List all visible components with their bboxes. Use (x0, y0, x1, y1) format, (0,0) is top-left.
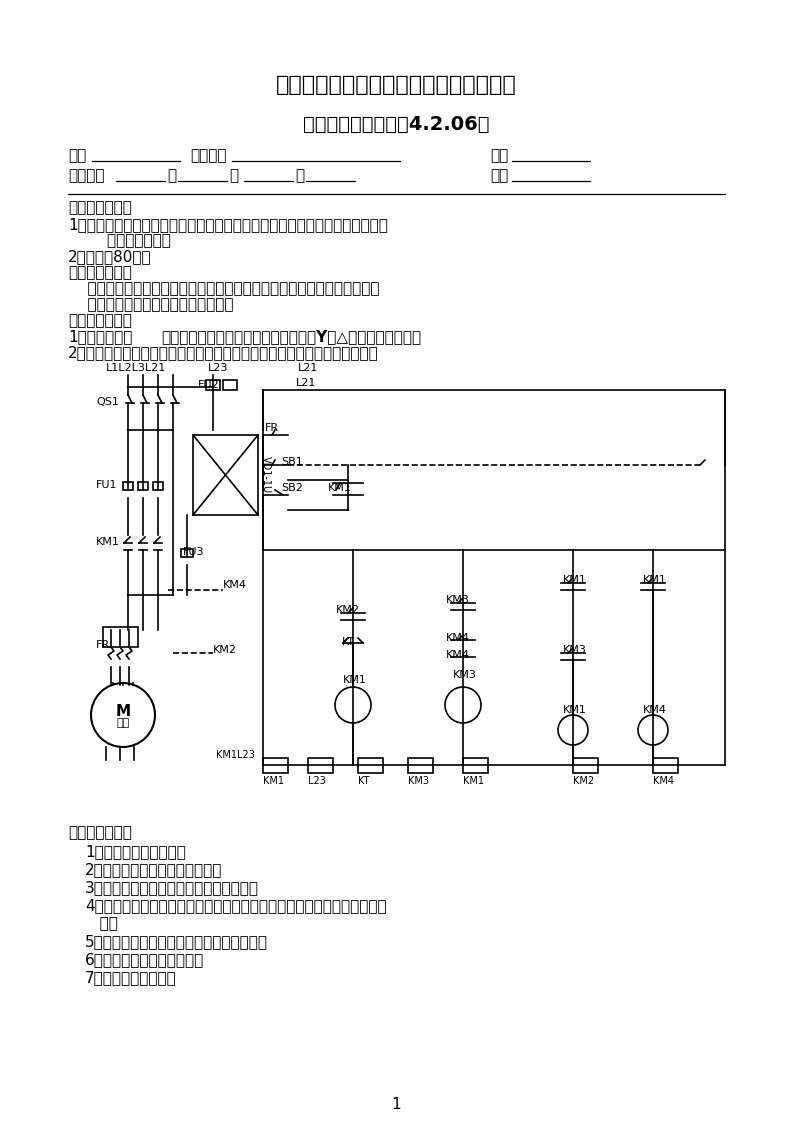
Text: L21: L21 (298, 364, 318, 373)
Text: 1、题目名称：: 1、题目名称： (68, 329, 132, 344)
Text: 题规定的要求。: 题规定的要求。 (68, 233, 170, 248)
Text: FU1: FU1 (96, 480, 117, 490)
Text: 1、根据考核图进行接线: 1、根据考核图进行接线 (85, 844, 186, 859)
Bar (408, 758, 433, 773)
Text: 3、板面导线敷设必须平直各节点必须紧密: 3、板面导线敷设必须平直各节点必须紧密 (85, 880, 259, 895)
Text: L21: L21 (296, 378, 316, 388)
Text: 上海市《维修电工中级工》职业技能鉴定: 上海市《维修电工中级工》职业技能鉴定 (276, 75, 516, 95)
Text: KM4: KM4 (446, 633, 470, 643)
Text: 一、考核要求：: 一、考核要求： (68, 200, 132, 215)
Bar (463, 758, 488, 773)
Text: SB1: SB1 (281, 457, 303, 467)
Text: 1: 1 (391, 1097, 400, 1112)
Text: KM3: KM3 (453, 670, 477, 680)
Bar (193, 435, 258, 515)
Text: ：: ： (167, 168, 176, 183)
Bar (653, 758, 678, 773)
Bar (308, 758, 333, 773)
Text: KM2: KM2 (336, 605, 360, 615)
Text: KM1: KM1 (563, 705, 587, 715)
Text: L23: L23 (308, 776, 326, 787)
Text: KM1: KM1 (343, 675, 367, 686)
Text: 5、装接完毕后，提请监考到位方可通电试车: 5、装接完毕后，提请监考到位方可通电试车 (85, 934, 268, 949)
Text: KM4: KM4 (643, 705, 667, 715)
Text: KM4: KM4 (446, 650, 470, 660)
Text: 准考证号: 准考证号 (190, 148, 227, 163)
Text: 2、题目内容：各元器件说明如图，在自行分析电路功能后，完成考核要求。: 2、题目内容：各元器件说明如图，在自行分析电路功能后，完成考核要求。 (68, 344, 379, 360)
Text: KM4: KM4 (653, 776, 674, 787)
Text: 按照完成的工作是否达到了全部或部分要求，由考评员按评分标准进行评: 按照完成的工作是否达到了全部或部分要求，由考评员按评分标准进行评 (68, 280, 380, 296)
Text: 电气控制一试题单（4.2.06）: 电气控制一试题单（4.2.06） (303, 114, 489, 134)
Text: KM1: KM1 (463, 776, 484, 787)
Bar (263, 758, 288, 773)
Text: 三、考核内容：: 三、考核内容： (68, 313, 132, 328)
Bar (358, 758, 383, 773)
Text: KM2: KM2 (213, 645, 237, 655)
Bar (206, 380, 220, 390)
Text: KM1: KM1 (96, 537, 120, 548)
Bar (138, 482, 148, 490)
Text: VD1-1U: VD1-1U (261, 457, 271, 494)
Text: KM4: KM4 (223, 580, 247, 590)
Text: KM3: KM3 (446, 595, 470, 605)
Text: 7、若遇故障自行排除: 7、若遇故障自行排除 (85, 971, 177, 985)
Text: 2、能用仪表测量分析和排除故障: 2、能用仪表测量分析和排除故障 (85, 862, 222, 877)
Text: 接零: 接零 (85, 916, 118, 931)
Text: FR: FR (96, 640, 110, 650)
Text: 三相: 三相 (117, 718, 129, 728)
Text: 总分: 总分 (490, 168, 508, 183)
Text: 台号: 台号 (490, 148, 508, 163)
Text: M: M (116, 703, 131, 718)
Text: FU2: FU2 (198, 380, 220, 390)
Text: KM1L23: KM1L23 (216, 749, 255, 760)
Text: 四、考核要求：: 四、考核要求： (68, 825, 132, 840)
Text: KM1: KM1 (563, 574, 587, 585)
Text: 姓名: 姓名 (68, 148, 86, 163)
Text: FU3: FU3 (183, 548, 205, 557)
Text: KT: KT (342, 637, 354, 647)
Text: KM2: KM2 (573, 776, 594, 787)
Text: 1、要求：根据考核图，在规定的时间内完成控制电路的接线、调试，达到考核: 1、要求：根据考核图，在规定的时间内完成控制电路的接线、调试，达到考核 (68, 217, 388, 232)
Text: 考核时间: 考核时间 (68, 168, 105, 183)
Bar (223, 380, 237, 390)
Text: L23: L23 (208, 364, 228, 373)
Bar (181, 549, 193, 557)
Text: 二、评分原则：: 二、评分原则： (68, 265, 132, 280)
Text: KM3: KM3 (563, 645, 587, 655)
Bar (103, 627, 138, 647)
Text: KM1: KM1 (263, 776, 284, 787)
Text: 分。在规定的时间内考核不得延时。: 分。在规定的时间内考核不得延时。 (68, 297, 233, 312)
Text: L1L2L3L21: L1L2L3L21 (106, 364, 167, 373)
Text: KM1: KM1 (328, 482, 352, 493)
Text: KM3: KM3 (408, 776, 429, 787)
Text: 至: 至 (229, 168, 238, 183)
Text: 2、时间：80分钟: 2、时间：80分钟 (68, 249, 151, 264)
Text: QS1: QS1 (96, 397, 119, 407)
Text: SB2: SB2 (281, 482, 303, 493)
Text: 6、能熟练地对电路进行调试: 6、能熟练地对电路进行调试 (85, 951, 205, 967)
Bar (573, 758, 598, 773)
Text: 安装和调试断电延时带直流能耗制动的Y－△起动的控制线路。: 安装和调试断电延时带直流能耗制动的Y－△起动的控制线路。 (161, 329, 421, 344)
Text: 4、接电源、电动机及按钮等的导线必须通过接线柱引出，并有保护接地或: 4、接电源、电动机及按钮等的导线必须通过接线柱引出，并有保护接地或 (85, 898, 387, 913)
Text: ：: ： (295, 168, 305, 183)
Bar (153, 482, 163, 490)
Text: FR: FR (265, 423, 279, 433)
Text: KT: KT (358, 776, 370, 787)
Bar (123, 482, 133, 490)
Text: KM1: KM1 (643, 574, 667, 585)
